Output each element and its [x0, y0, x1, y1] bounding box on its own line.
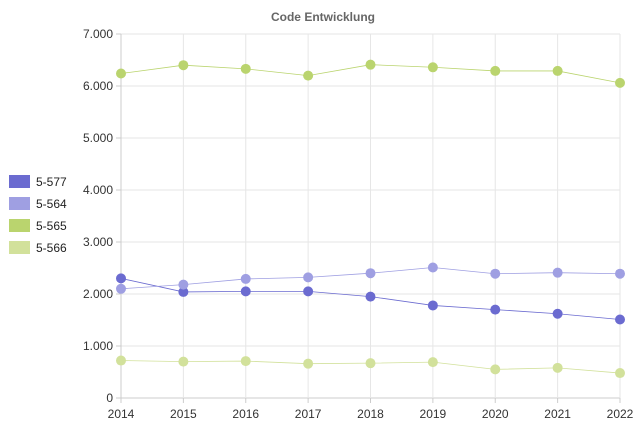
legend-item[interactable]: 5-577	[9, 175, 67, 189]
data-point[interactable]	[240, 273, 251, 284]
y-tick-label: 3.000	[83, 235, 113, 249]
x-tick-label: 2020	[482, 407, 509, 421]
data-point[interactable]	[615, 77, 625, 88]
x-tick-label: 2018	[357, 407, 384, 421]
data-point[interactable]	[552, 65, 563, 76]
data-point[interactable]	[365, 358, 376, 369]
legend-item[interactable]: 5-564	[9, 197, 67, 211]
y-tick-label: 0	[106, 391, 113, 405]
x-tick-label: 2017	[295, 407, 322, 421]
data-point[interactable]	[178, 60, 189, 71]
legend-label: 5-564	[36, 197, 67, 211]
data-point[interactable]	[552, 267, 563, 278]
data-point[interactable]	[427, 262, 438, 273]
x-tick-label: 2016	[232, 407, 259, 421]
legend-item[interactable]: 5-565	[9, 219, 67, 233]
data-point[interactable]	[178, 286, 189, 297]
legend-swatch	[9, 197, 30, 210]
y-tick-label: 7.000	[83, 27, 113, 41]
data-point[interactable]	[303, 70, 314, 81]
data-point[interactable]	[240, 63, 251, 74]
x-axis-ticks: 2014 2015 2016 2017 2018 2019 2020 2021 2022	[108, 398, 634, 421]
data-point[interactable]	[427, 300, 438, 311]
data-point[interactable]	[427, 62, 438, 73]
data-point[interactable]	[116, 273, 126, 284]
series-layer	[116, 59, 625, 379]
data-point[interactable]	[303, 358, 314, 369]
series-5-566	[116, 355, 625, 379]
grid	[120, 33, 621, 399]
y-tick-label: 2.000	[83, 287, 113, 301]
data-point[interactable]	[365, 291, 376, 302]
series-5-564	[116, 262, 625, 294]
y-tick-label: 1.000	[83, 339, 113, 353]
x-tick-label: 2022	[607, 407, 634, 421]
chart-title: Code Entwicklung	[271, 10, 375, 24]
data-point[interactable]	[240, 286, 251, 297]
legend-swatch	[9, 241, 30, 254]
data-point[interactable]	[490, 364, 501, 375]
x-tick-label: 2021	[544, 407, 571, 421]
data-point[interactable]	[365, 59, 376, 70]
legend-label: 5-566	[36, 241, 67, 255]
data-point[interactable]	[303, 272, 314, 283]
legend-item[interactable]: 5-566	[9, 241, 67, 255]
data-point[interactable]	[615, 268, 625, 279]
data-point[interactable]	[552, 308, 563, 319]
data-point[interactable]	[178, 279, 189, 290]
data-point[interactable]	[303, 286, 314, 297]
data-point[interactable]	[490, 268, 501, 279]
data-point[interactable]	[116, 68, 126, 79]
y-tick-label: 6.000	[83, 79, 113, 93]
legend-label: 5-565	[36, 219, 67, 233]
x-tick-label: 2014	[108, 407, 135, 421]
data-point[interactable]	[427, 357, 438, 368]
legend-swatch	[9, 175, 30, 188]
data-point[interactable]	[490, 65, 501, 76]
data-point[interactable]	[552, 362, 563, 373]
series-5-565	[116, 59, 625, 88]
legend-swatch	[9, 219, 30, 232]
data-point[interactable]	[490, 304, 501, 315]
y-tick-label: 4.000	[83, 183, 113, 197]
data-point[interactable]	[116, 355, 126, 366]
legend: 5-577 5-564 5-565 5-566	[9, 175, 67, 255]
y-axis-ticks: 0 1.000 2.000 3.000 4.000 5.000 6.000 7.000	[83, 27, 121, 405]
data-point[interactable]	[615, 314, 625, 325]
x-tick-label: 2015	[170, 407, 197, 421]
data-point[interactable]	[240, 356, 251, 367]
data-point[interactable]	[178, 356, 189, 367]
legend-label: 5-577	[36, 175, 67, 189]
y-tick-label: 5.000	[83, 131, 113, 145]
data-point[interactable]	[615, 368, 625, 379]
series-5-577	[116, 273, 625, 325]
data-point[interactable]	[116, 283, 126, 294]
x-tick-label: 2019	[420, 407, 447, 421]
data-point[interactable]	[365, 268, 376, 279]
